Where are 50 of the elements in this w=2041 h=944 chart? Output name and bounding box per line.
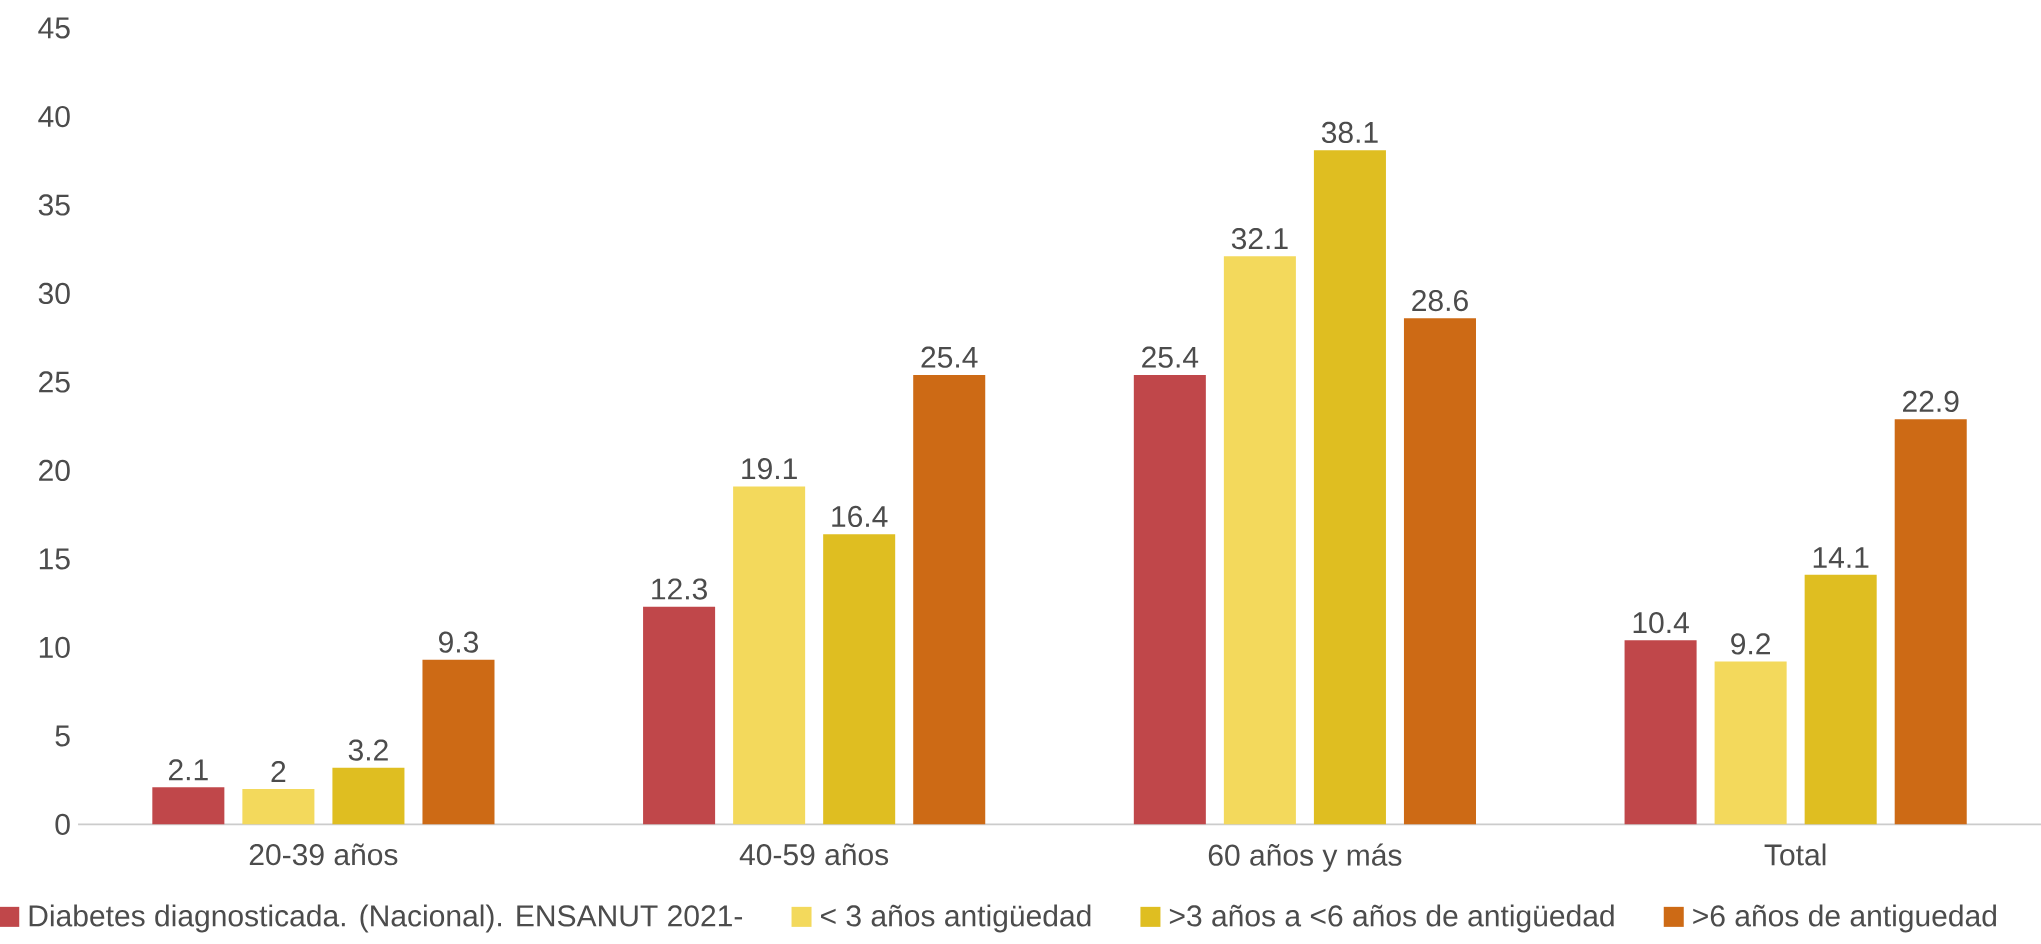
- data-label: 9.3: [439, 631, 479, 653]
- bar: [152, 787, 225, 825]
- y-tick-label: 40: [38, 105, 70, 127]
- bar: [1804, 574, 1877, 825]
- data-label: 9.2: [1731, 633, 1770, 655]
- x-tick-label: 40-59 años: [739, 843, 889, 866]
- y-tick-label: 35: [38, 194, 70, 216]
- bar: [242, 788, 315, 825]
- bar: [1223, 256, 1296, 825]
- bar: [1894, 418, 1967, 825]
- data-label: 12.3: [652, 578, 707, 600]
- y-tick-label: 5: [55, 725, 70, 747]
- bar: [1403, 318, 1476, 825]
- data-label: 16.4: [832, 505, 888, 527]
- data-label: 22.9: [1903, 390, 1959, 412]
- data-label: 2: [271, 760, 286, 782]
- y-tick-label: 45: [38, 17, 70, 39]
- data-label: 32.1: [1231, 227, 1288, 250]
- bar: [1133, 374, 1206, 825]
- legend-label: >3 años a <6 años de antigüedad: [1169, 904, 1614, 933]
- x-tick-label: Total: [1764, 843, 1826, 866]
- bar: [422, 659, 495, 825]
- data-label: 19.1: [742, 457, 797, 480]
- data-label: 3.2: [348, 739, 388, 761]
- data-label: 10.4: [1633, 611, 1689, 634]
- bar: [1313, 149, 1386, 825]
- data-label: 25.4: [921, 346, 978, 368]
- y-tick-label: 10: [39, 636, 70, 658]
- legend-label: Diabetes diagnosticada. (Nacional). ENSANUT 2021-: [29, 904, 743, 933]
- data-label: 2.1: [168, 758, 208, 780]
- y-tick-label: 30: [38, 282, 70, 304]
- bar: [643, 606, 716, 825]
- bar: [823, 533, 896, 825]
- data-label: 25.4: [1142, 346, 1199, 368]
- data-label: 14.1: [1813, 546, 1869, 568]
- legend-label: < 3 años antigüedad: [821, 904, 1091, 933]
- y-tick-label: 0: [55, 813, 70, 835]
- bar: [1624, 640, 1697, 825]
- x-tick-label: 20-39 años: [249, 843, 398, 866]
- bar: [733, 486, 806, 825]
- legend-label: >6 años de antiguedad: [1693, 904, 1996, 933]
- data-label: 38.1: [1321, 121, 1378, 143]
- y-tick-label: 25: [39, 371, 70, 393]
- bar: [332, 767, 405, 825]
- x-tick-label: 60 años y más: [1208, 843, 1402, 872]
- data-label: 28.6: [1412, 289, 1468, 311]
- y-tick-label: 15: [39, 548, 70, 570]
- bar: [1714, 661, 1787, 825]
- bar: [913, 374, 986, 825]
- y-tick-label: 20: [39, 459, 70, 481]
